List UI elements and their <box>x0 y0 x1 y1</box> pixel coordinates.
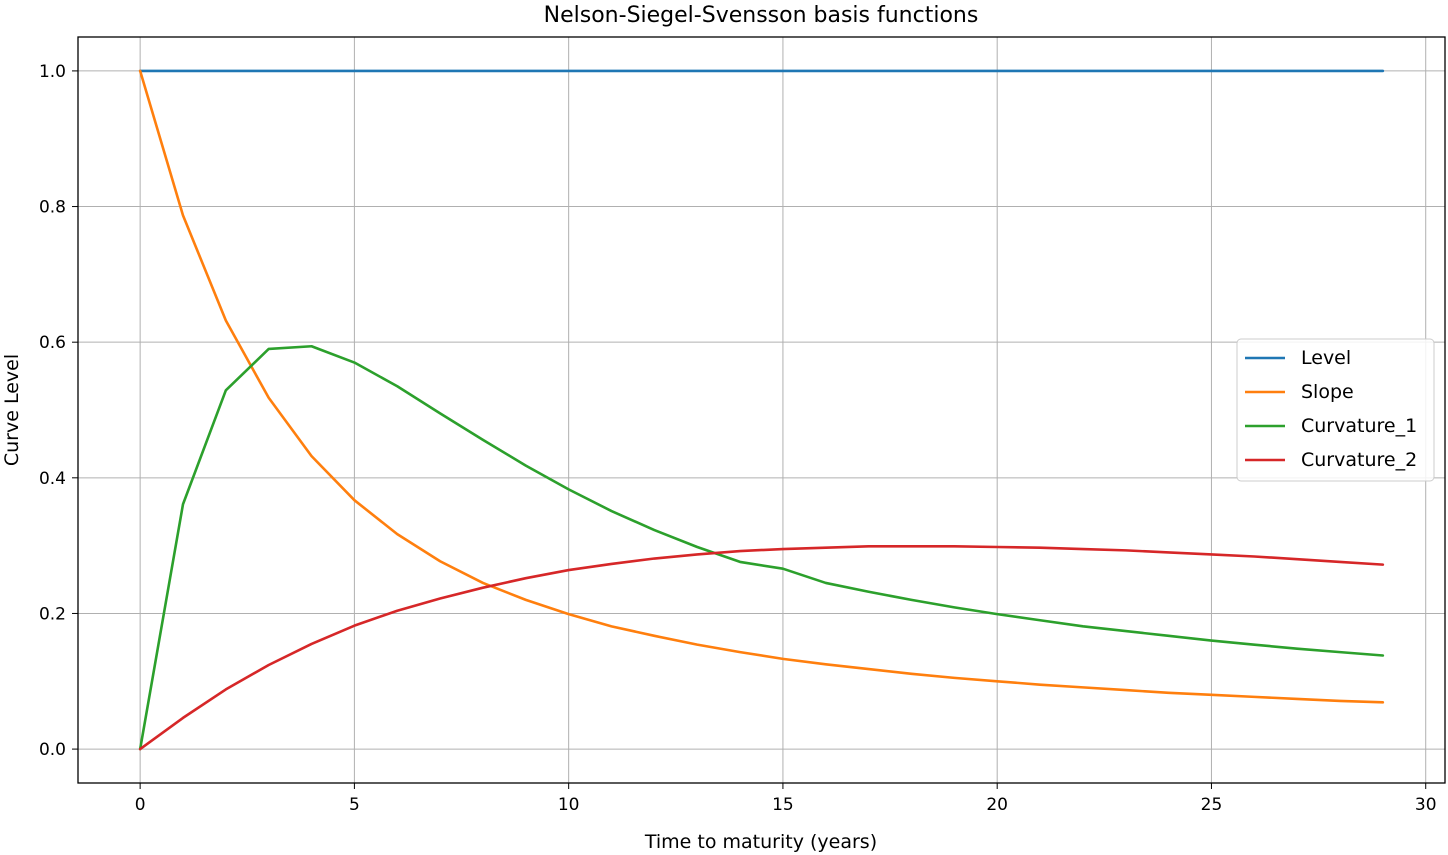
legend: Level Slope Curvature_1 Curvature_2 <box>1236 338 1435 482</box>
series-group <box>138 69 1385 751</box>
x-axis-ticks: 0 5 10 15 20 25 30 <box>135 783 1437 815</box>
legend-label: Slope <box>1301 381 1354 403</box>
series-line-slope <box>138 69 1385 704</box>
legend-label: Curvature_2 <box>1301 449 1417 471</box>
x-tick-label: 30 <box>1415 795 1437 815</box>
y-tick-label: 1.0 <box>39 62 66 82</box>
x-tick-label: 0 <box>135 795 146 815</box>
y-tick-label: 0.2 <box>39 604 66 624</box>
y-tick-label: 0.0 <box>39 740 66 760</box>
legend-label: Level <box>1301 347 1351 369</box>
y-tick-label: 0.6 <box>39 333 66 353</box>
y-tick-label: 0.8 <box>39 198 66 218</box>
x-tick-label: 25 <box>1201 795 1223 815</box>
y-axis-label: Curve Level <box>1 354 23 466</box>
series-line-curvature_1 <box>138 344 1385 751</box>
y-axis-ticks: 0.0 0.2 0.4 0.6 0.8 1.0 <box>39 62 78 760</box>
x-tick-label: 20 <box>986 795 1008 815</box>
chart-title: Nelson-Siegel-Svensson basis functions <box>544 3 979 28</box>
series-line-curvature_2 <box>138 545 1385 751</box>
x-tick-label: 15 <box>772 795 794 815</box>
x-tick-label: 5 <box>349 795 360 815</box>
legend-box <box>1236 338 1435 482</box>
x-tick-label: 10 <box>558 795 580 815</box>
y-tick-label: 0.4 <box>39 469 66 489</box>
legend-label: Curvature_1 <box>1301 415 1417 437</box>
x-axis-label: Time to maturity (years) <box>644 831 877 853</box>
plot-frame <box>77 36 1446 784</box>
